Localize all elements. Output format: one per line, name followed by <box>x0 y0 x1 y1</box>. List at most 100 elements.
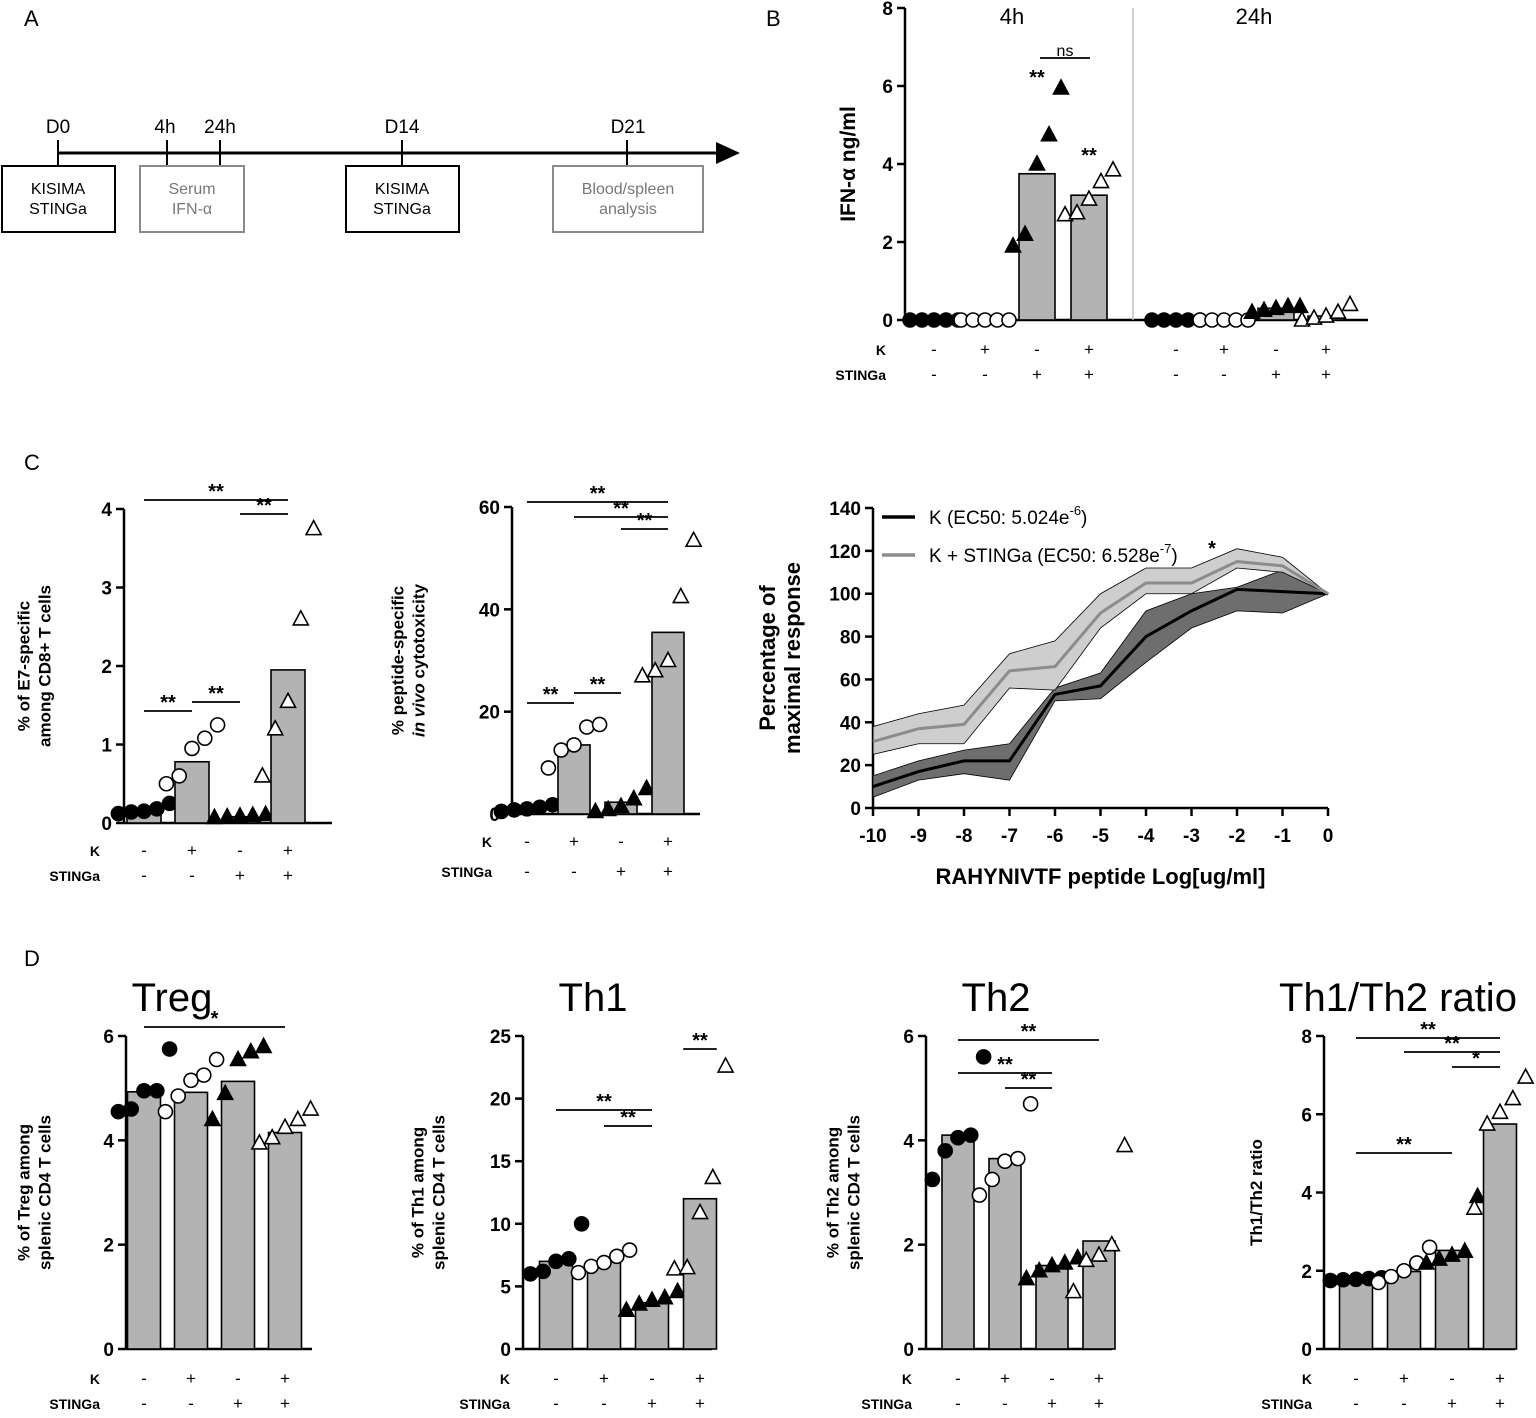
data-point <box>1001 312 1017 328</box>
y-tick-label: 0 <box>101 814 112 835</box>
data-point <box>243 805 262 822</box>
data-point <box>1341 294 1359 312</box>
data-point <box>229 1049 247 1067</box>
panel-label-b: B <box>766 6 781 31</box>
box-serum-line1: Serum <box>168 181 215 198</box>
data-point <box>1430 1249 1449 1266</box>
data-point <box>617 1300 636 1317</box>
sign-k: - <box>553 1369 559 1388</box>
y-tick-label: 100 <box>829 585 861 606</box>
data-point <box>573 1216 590 1232</box>
significance-label: ** <box>613 498 629 520</box>
y-tick-label: 20 <box>840 756 861 777</box>
sign-k: - <box>141 1369 147 1388</box>
sign-stinga: + <box>647 1394 657 1413</box>
data-point <box>1255 300 1273 318</box>
significance-label: ** <box>692 1030 708 1052</box>
y-axis-label: % of E7-specific <box>15 601 34 731</box>
significance-label: ** <box>208 481 224 503</box>
box-kisima-d0-line1: KISIMA <box>31 181 86 198</box>
sign-stinga: - <box>571 862 577 881</box>
data-point <box>962 1127 979 1143</box>
sign-k: - <box>524 832 530 851</box>
data-point <box>256 804 275 822</box>
chart-c1: 0 1 2 3 4 % of E7-specific among CD8+ T cells *… <box>15 481 332 885</box>
data-point <box>566 737 582 753</box>
sign-stinga: - <box>955 1394 961 1413</box>
y-tick-label: 0 <box>103 1340 114 1361</box>
day-label-d14: D14 <box>385 117 420 138</box>
data-point <box>637 778 656 796</box>
y-tick-label: 2 <box>103 1236 114 1257</box>
sign-stinga: - <box>1002 1394 1008 1413</box>
row-label-stinga: STINGa <box>835 367 886 383</box>
sign-k: - <box>618 832 624 851</box>
bar <box>220 1080 256 1350</box>
sign-k: - <box>235 1369 241 1388</box>
data-point <box>535 1263 552 1280</box>
data-point <box>123 1101 139 1117</box>
sign-stinga: - <box>524 862 530 881</box>
y-tick-label: 6 <box>1301 1105 1312 1126</box>
data-point <box>1516 1067 1535 1084</box>
row-label-stinga: STINGa <box>49 868 100 884</box>
sign-stinga: + <box>283 866 293 885</box>
data-point <box>950 1129 966 1146</box>
row-label-k: K <box>1302 1371 1312 1387</box>
y-tick-label: 4 <box>103 1131 114 1152</box>
day-label-d21: D21 <box>611 117 646 138</box>
data-point <box>149 801 165 817</box>
bar <box>1434 1249 1470 1350</box>
sign-k: + <box>663 832 673 851</box>
data-point <box>291 609 310 626</box>
data-point <box>570 1264 587 1281</box>
y-tick-label: 2 <box>101 657 112 678</box>
sign-k: - <box>1273 340 1279 359</box>
data-point <box>716 1056 735 1073</box>
significance-label: ** <box>1029 67 1045 89</box>
x-tick-label: -6 <box>1047 826 1064 847</box>
data-point <box>553 742 570 758</box>
sign-k: + <box>1084 340 1094 359</box>
box-serum-line2: IFN-α <box>172 201 212 218</box>
data-point <box>288 1109 307 1127</box>
data-point <box>254 1036 273 1054</box>
row-label-k: K <box>500 1371 510 1387</box>
sign-k: - <box>1173 340 1179 359</box>
x-tick-label: -9 <box>910 826 927 847</box>
data-point <box>1267 298 1285 316</box>
data-point <box>924 1171 941 1188</box>
data-point <box>1322 1272 1339 1289</box>
data-point <box>643 1290 661 1307</box>
data-point <box>218 807 237 824</box>
time-label: 24h <box>1236 4 1273 29</box>
y-tick-label: 1 <box>101 736 112 757</box>
data-point <box>1468 1186 1487 1204</box>
box-analysis-line2: analysis <box>599 201 657 218</box>
sign-stinga: + <box>1094 1394 1104 1413</box>
bar <box>126 1091 162 1350</box>
sign-k: - <box>141 841 147 860</box>
x-tick-label: 0 <box>1323 826 1334 847</box>
y-axis-label: % of Treg among <box>15 1124 34 1261</box>
y-tick-label: 140 <box>829 499 861 520</box>
data-point <box>1068 203 1086 220</box>
y-axis-label: % of Th2 among <box>824 1127 843 1258</box>
time-label: 4h <box>1000 4 1024 29</box>
y-tick-label: 6 <box>903 1027 914 1048</box>
data-point <box>984 1171 1001 1188</box>
sign-k: - <box>955 1369 961 1388</box>
data-point <box>110 805 127 822</box>
y-axis-label: splenic CD4 T cells <box>430 1115 449 1270</box>
y-tick-label: 6 <box>103 1027 114 1048</box>
y-tick-label: 20 <box>479 703 500 724</box>
data-point <box>671 586 690 604</box>
day-label-d0: D0 <box>46 117 70 138</box>
y-tick-label: 8 <box>1301 1027 1312 1048</box>
row-label-k: K <box>876 342 886 358</box>
data-point <box>279 691 297 709</box>
data-point <box>1348 1271 1364 1288</box>
x-tick-label: -3 <box>1183 826 1200 847</box>
data-point <box>1421 1239 1438 1256</box>
